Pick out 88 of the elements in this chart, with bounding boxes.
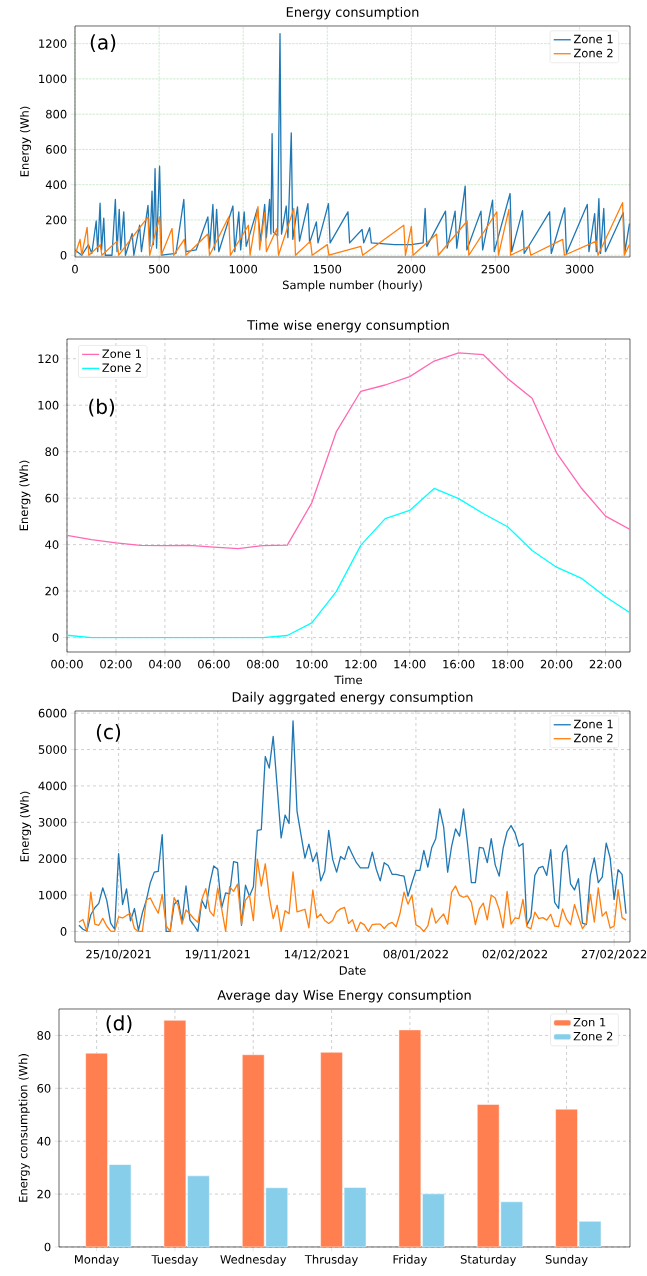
x-tick-label: Friday <box>393 1254 427 1266</box>
line-series <box>75 202 630 256</box>
y-tick-label: 800 <box>46 109 67 119</box>
x-tick-label: Monday <box>75 1254 119 1266</box>
x-tick-label: 25/10/2021 <box>86 949 151 960</box>
y-tick-label: 0 <box>52 633 59 642</box>
x-tick-label: 10:00 <box>296 659 328 669</box>
y-tick-label: 80 <box>37 1031 51 1040</box>
bar <box>187 1175 210 1247</box>
y-tick-label: 3000 <box>38 817 67 827</box>
x-tick-label: Staturday <box>460 1254 517 1266</box>
y-axis-title: Energy (Wh) <box>19 791 32 862</box>
x-axis-title: Time <box>334 675 362 685</box>
y-axis-title: Energy consumption (Wh) <box>18 1054 30 1202</box>
x-axis-title: Date <box>339 966 366 975</box>
x-tick-label: 1500 <box>313 264 342 274</box>
x-tick-label: 08:00 <box>247 659 279 669</box>
y-tick-label: 6000 <box>38 708 67 718</box>
chart-title: Time wise energy consumption <box>247 319 449 333</box>
y-tick-label: 600 <box>46 145 67 154</box>
x-tick-label: 18:00 <box>492 659 524 669</box>
x-tick-label: 08/01/2022 <box>383 949 448 960</box>
legend-label: Zone 2 <box>573 48 613 58</box>
x-axis-title: Sample number (hourly) <box>282 280 422 292</box>
annotation: (a) <box>90 34 116 53</box>
legend-label: Zon 1 <box>573 1017 606 1027</box>
chart-title: Energy consumption <box>286 6 419 20</box>
y-tick-label: 1000 <box>39 74 67 84</box>
y-tick-label: 5000 <box>38 745 67 754</box>
x-tick-label: 12:00 <box>345 659 377 669</box>
line-series <box>78 858 627 933</box>
x-tick-label: 2000 <box>397 264 426 274</box>
y-tick-label: 80 <box>45 447 59 457</box>
y-tick-label: 40 <box>37 1136 51 1146</box>
x-tick-label: 06:00 <box>198 659 230 669</box>
chart-title: Daily aggrgated energy consumption <box>232 691 473 705</box>
x-tick-label: Tuesday <box>151 1254 198 1266</box>
legend-label: Zone 2 <box>573 733 613 743</box>
y-tick-label: 40 <box>45 540 59 549</box>
y-axis-title: Energy (Wh) <box>19 460 31 531</box>
x-tick-label: 14/12/2021 <box>284 949 349 960</box>
x-tick-label: 19/11/2021 <box>185 949 250 960</box>
y-tick-label: 1000 <box>39 890 67 900</box>
x-tick-label: 02/02/2022 <box>482 949 547 960</box>
x-tick-label: Wednesday <box>220 1254 287 1266</box>
x-tick-label: 27/02/2022 <box>581 949 647 960</box>
x-tick-label: 2500 <box>481 264 510 274</box>
x-tick-label: 1000 <box>229 264 258 274</box>
y-tick-label: 60 <box>45 493 59 503</box>
x-tick-label: Sunday <box>545 1254 588 1266</box>
chart-title: Average day Wise Energy consumption <box>217 989 471 1003</box>
y-tick-label: 1200 <box>39 39 67 48</box>
bar <box>108 1164 132 1247</box>
x-tick-label: 500 <box>149 264 170 274</box>
y-tick-label: 4000 <box>38 781 67 791</box>
legend-label: Zone 1 <box>102 349 142 358</box>
x-tick-label: 14:00 <box>394 659 426 669</box>
x-tick-label: 3000 <box>565 264 594 274</box>
legend-label: Zone 2 <box>573 1031 613 1041</box>
bar <box>422 1193 445 1247</box>
x-tick-label: Thrusday <box>304 1254 358 1266</box>
y-tick-label: 20 <box>37 1189 51 1199</box>
annotation: (b) <box>89 398 115 417</box>
y-tick-label: 0 <box>44 1242 51 1252</box>
legend-label: Zone 1 <box>573 34 613 44</box>
y-tick-label: 400 <box>45 180 67 190</box>
y-tick-label: 20 <box>45 586 59 596</box>
x-tick-label: 04:00 <box>149 659 181 669</box>
bar <box>265 1187 288 1247</box>
x-tick-label: 22:00 <box>589 659 622 669</box>
y-axis-title: Energy (Wh) <box>19 106 32 177</box>
y-tick-label: 200 <box>46 215 67 225</box>
legend-label: Zone 1 <box>573 719 613 729</box>
y-tick-label: 0 <box>60 927 67 936</box>
annotation: (c) <box>96 723 121 742</box>
y-tick-label: 120 <box>38 354 59 364</box>
x-tick-label: 02:00 <box>100 659 132 669</box>
y-tick-label: 2000 <box>38 854 67 864</box>
bar <box>500 1201 523 1247</box>
x-tick-label: 16:00 <box>443 659 475 669</box>
x-tick-label: 20:00 <box>540 659 573 669</box>
annotation: (d) <box>106 1015 132 1033</box>
y-tick-label: 100 <box>38 400 59 410</box>
y-tick-label: 60 <box>37 1083 51 1093</box>
legend-label: Zone 2 <box>102 363 141 373</box>
x-tick-label: 00:00 <box>51 659 83 669</box>
y-tick-label: 0 <box>60 250 67 260</box>
x-tick-label: 0 <box>72 264 78 274</box>
